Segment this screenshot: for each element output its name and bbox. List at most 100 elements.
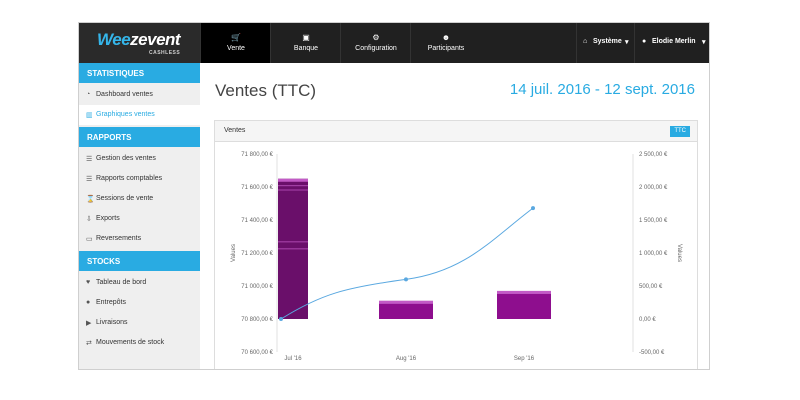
- y-left-tick-label: 70 600,00 €: [241, 350, 273, 356]
- nav-item-configuration[interactable]: ⚙ Configuration: [340, 23, 411, 63]
- sidebar-item-gestion-des-ventes[interactable]: ☰ Gestion des ventes: [79, 149, 200, 169]
- x-tick-label: Jul '16: [284, 356, 302, 362]
- download-icon: ⇩: [86, 216, 92, 223]
- y-left-tick-label: 70 800,00 €: [241, 317, 273, 323]
- caret-down-icon: ▾: [625, 39, 629, 46]
- bar-highlight: [278, 178, 308, 182]
- nav-item-banque[interactable]: ▣ Banque: [270, 23, 341, 63]
- bar-chart-icon: ▥: [86, 112, 93, 119]
- sidebar-item-label: Sessions de vente: [96, 195, 154, 202]
- bar: [379, 300, 433, 319]
- sidebar-item-tableau-de-bord[interactable]: ♥ Tableau de bord: [79, 273, 200, 293]
- y-left-tick-label: 71 400,00 €: [241, 218, 273, 224]
- sidebar-item-label: Mouvements de stock: [96, 339, 165, 346]
- sidebar-item-dashboard-ventes[interactable]: ◔ Dashboard ventes: [79, 85, 200, 105]
- main-content: Ventes (TTC) 14 juil. 2016 - 12 sept. 20…: [200, 63, 709, 369]
- y-left-tick-label: 71 600,00 €: [241, 185, 273, 191]
- sidebar-item-label: Exports: [96, 215, 120, 222]
- caret-down-icon: ▾: [702, 39, 706, 46]
- y-right-tick-label: 2 000,00 €: [639, 185, 668, 191]
- brand-logo[interactable]: Weezevent CASHLESS: [79, 23, 200, 63]
- chart-panel: Ventes TTC 71 800,00 € 2 500,00 € 71 600,0…: [214, 120, 698, 369]
- sidebar-item-label: Gestion des ventes: [96, 155, 156, 162]
- bank-icon: ⌂: [583, 38, 588, 45]
- line-point: [531, 206, 535, 211]
- sidebar-section-rapports[interactable]: RAPPORTS: [79, 127, 200, 147]
- sidebar-item-label: Entrepôts: [96, 299, 126, 306]
- sidebar-item-label: Livraisons: [96, 319, 128, 326]
- sidebar-item-label: Graphiques ventes: [96, 111, 155, 118]
- sidebar-item-label: Tableau de bord: [96, 279, 147, 286]
- sidebar-section-title: STOCKS: [87, 257, 121, 266]
- sidebar-item-label: Rapports comptables: [96, 175, 163, 182]
- line-point: [279, 317, 283, 321]
- user-icon: ●: [642, 38, 647, 45]
- sidebar-item-reversements[interactable]: ▭ Reversements: [79, 229, 200, 249]
- y-right-tick-label: -500,00 €: [639, 350, 665, 356]
- bar: [497, 290, 551, 319]
- y-right-tick-label: 1 000,00 €: [639, 251, 668, 257]
- hourglass-icon: ⌛: [86, 196, 95, 203]
- transfer-icon: ⇄: [86, 340, 92, 347]
- app-window: Weezevent CASHLESS 🛒 Vente ▣ Banque ⚙ Configu…: [78, 22, 710, 370]
- sidebar: STATISTIQUES ◔ Dashboard ventes ▥ Graphiques…: [79, 63, 200, 369]
- nav-item-label: Banque: [293, 45, 319, 52]
- nav-item-participants[interactable]: ☻ Participants: [410, 23, 481, 63]
- sidebar-section-stocks[interactable]: STOCKS: [79, 251, 200, 271]
- y-right-tick-label: 1 500,00 €: [639, 218, 668, 224]
- bank-card-icon: ▣: [302, 33, 310, 42]
- sidebar-item-label: Reversements: [96, 235, 142, 242]
- sidebar-item-graphiques-ventes[interactable]: ▥ Graphiques ventes: [79, 105, 200, 125]
- line-point: [404, 277, 408, 282]
- system-menu[interactable]: ⌂ Système ▾: [576, 23, 635, 63]
- dashboard-icon: ◔: [86, 91, 91, 98]
- list-icon: ☰: [86, 156, 93, 163]
- x-tick-label: Sep '16: [514, 356, 535, 362]
- y-right-tick-label: 2 500,00 €: [639, 152, 668, 158]
- top-navbar: Weezevent CASHLESS 🛒 Vente ▣ Banque ⚙ Configu…: [79, 23, 709, 63]
- sidebar-section-title: RAPPORTS: [87, 133, 132, 142]
- sales-chart: 71 800,00 € 2 500,00 € 71 600,00 € 2 000,00…: [231, 152, 682, 362]
- sidebar-item-sessions-de-vente[interactable]: ⌛ Sessions de vente: [79, 189, 200, 209]
- y-left-axis-label: Values: [231, 244, 237, 262]
- user-name: Elodie Merlin: [652, 38, 696, 45]
- sidebar-item-rapports-comptables[interactable]: ☰ Rapports comptables: [79, 169, 200, 189]
- users-icon: ☻: [441, 33, 451, 42]
- y-right-tick-label: 500,00 €: [639, 284, 663, 290]
- y-left-tick-label: 71 800,00 €: [241, 152, 273, 158]
- y-left-tick-label: 71 200,00 €: [241, 251, 273, 257]
- panel-header: Ventes TTC: [215, 121, 697, 142]
- gear-icon: ⚙: [372, 33, 380, 42]
- bar-highlight: [497, 290, 551, 294]
- y-right-axis-label: Values: [676, 244, 682, 262]
- nav-item-vente[interactable]: 🛒 Vente: [200, 23, 271, 63]
- date-range[interactable]: 14 juil. 2016 - 12 sept. 2016: [509, 81, 695, 98]
- cart-icon: 🛒: [231, 33, 241, 42]
- sidebar-item-entrep-ts[interactable]: ● Entrepôts: [79, 293, 200, 313]
- x-tick-label: Aug '16: [396, 356, 417, 362]
- nav-item-label: Vente: [227, 45, 245, 52]
- sidebar-item-exports[interactable]: ⇩ Exports: [79, 209, 200, 229]
- sidebar-section-title: STATISTIQUES: [87, 69, 145, 78]
- logo-text: Weezevent: [97, 30, 181, 49]
- credit-card-icon: ▭: [86, 236, 93, 243]
- sidebar-section-statistiques[interactable]: STATISTIQUES: [79, 63, 200, 83]
- y-right-tick-label: 0,00 €: [639, 317, 656, 323]
- user-menu[interactable]: ● Elodie Merlin ▾: [634, 23, 709, 63]
- nav-item-label: Configuration: [355, 45, 397, 52]
- system-menu-label: Système: [593, 38, 622, 45]
- logo-subtitle: CASHLESS: [149, 50, 181, 56]
- y-left-tick-label: 71 000,00 €: [241, 284, 273, 290]
- heartbeat-icon: ♥: [86, 279, 91, 286]
- truck-icon: ▶: [86, 320, 92, 327]
- panel-title: Ventes: [224, 127, 246, 134]
- map-marker-icon: ●: [86, 299, 91, 306]
- nav-item-label: Participants: [427, 45, 465, 52]
- list-icon: ☰: [86, 176, 93, 183]
- sidebar-item-mouvements-de-stock[interactable]: ⇄ Mouvements de stock: [79, 333, 200, 353]
- sidebar-item-livraisons[interactable]: ▶ Livraisons: [79, 313, 200, 333]
- page-title: Ventes (TTC): [215, 81, 317, 100]
- bar-highlight: [379, 300, 433, 304]
- ttc-badge[interactable]: TTC: [670, 126, 690, 137]
- sidebar-item-label: Dashboard ventes: [96, 91, 153, 98]
